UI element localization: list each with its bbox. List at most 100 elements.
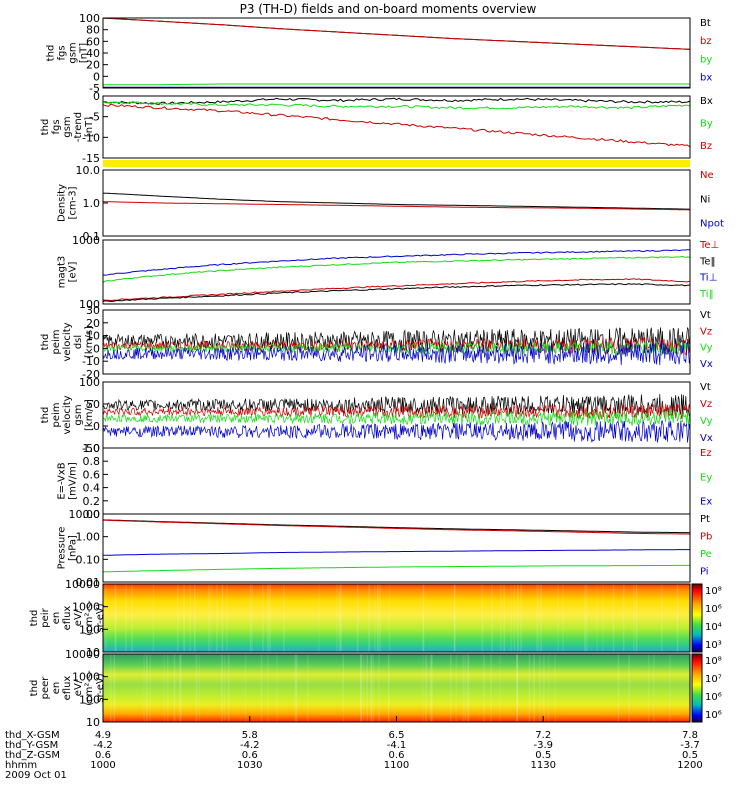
y-axis-label: dsl bbox=[73, 335, 84, 349]
series-Pt bbox=[102, 519, 691, 534]
y-tick-label: 10000 bbox=[65, 648, 100, 661]
spectrogram-texture bbox=[269, 584, 271, 652]
spectrogram-texture bbox=[653, 654, 655, 722]
y-axis-label: eflux bbox=[62, 676, 73, 701]
legend-Ez: Ez bbox=[700, 448, 712, 459]
x-tick-label: -4.2 bbox=[240, 740, 260, 751]
spectrogram-texture bbox=[198, 654, 201, 722]
x-tick-label: 7.2 bbox=[535, 730, 551, 741]
spectrogram-texture bbox=[377, 584, 379, 652]
series-Bz bbox=[102, 103, 691, 148]
spectrogram-texture bbox=[449, 654, 452, 722]
legend-Ex: Ex bbox=[700, 497, 712, 508]
legend-Pi: Pi bbox=[700, 567, 709, 578]
x-tick-label: 0.6 bbox=[95, 750, 111, 761]
spectrogram-texture bbox=[216, 584, 218, 652]
y-axis-label: [nPa] bbox=[68, 535, 79, 561]
x-tick-label: 4.9 bbox=[95, 730, 111, 741]
y-axis-label: [mV/m] bbox=[68, 462, 79, 500]
legend-Vt: Vt bbox=[700, 382, 711, 393]
y-axis-label: fgs bbox=[57, 45, 68, 60]
spectrogram-texture bbox=[131, 584, 133, 652]
legend-Ti‖: Ti‖ bbox=[699, 289, 714, 300]
spectrogram-texture bbox=[533, 654, 535, 722]
y-axis-label: eflux bbox=[62, 606, 73, 631]
y-tick-label: -15 bbox=[82, 152, 100, 165]
y-tick-label: 1.00 bbox=[76, 531, 101, 544]
spectrogram-texture bbox=[167, 654, 169, 722]
spectrogram-texture bbox=[635, 584, 638, 652]
spectrogram-texture bbox=[262, 584, 264, 652]
y-tick-label: -50 bbox=[82, 442, 100, 455]
legend-Bx: Bx bbox=[700, 96, 713, 107]
spectrogram-texture bbox=[177, 584, 179, 652]
y-axis-label: thd bbox=[46, 45, 57, 62]
y-axis-label: thd bbox=[29, 610, 40, 627]
x-row-label: hhmm bbox=[5, 760, 37, 771]
spectrogram-texture bbox=[633, 584, 635, 652]
y-axis-label: gsm bbox=[68, 42, 79, 63]
series-by bbox=[103, 83, 690, 86]
y-axis-label: eV/ bbox=[73, 679, 84, 696]
spectrogram-texture bbox=[227, 654, 230, 722]
y-tick-label: 0.1 bbox=[83, 230, 101, 243]
spectrogram-texture bbox=[226, 584, 228, 652]
y-tick-label: 10.00 bbox=[69, 508, 101, 521]
y-axis-label: gsm bbox=[73, 404, 84, 425]
y-axis-label: E=-VxB bbox=[57, 462, 68, 499]
x-tick-label: 6.5 bbox=[389, 730, 405, 741]
y-axis-label: gsm bbox=[62, 116, 73, 137]
series-By bbox=[102, 101, 691, 110]
series-Pe bbox=[102, 564, 690, 573]
spectrogram-texture bbox=[105, 584, 107, 652]
colorbar-tick-label: 10⁶ bbox=[705, 604, 722, 615]
panel-frame bbox=[102, 239, 691, 305]
series-Ne bbox=[102, 201, 691, 211]
y-tick-label: 100 bbox=[79, 623, 100, 636]
spectrogram-texture bbox=[454, 584, 456, 652]
y-axis-label: (cm²-s- bbox=[84, 600, 95, 636]
spectrogram-texture bbox=[267, 654, 269, 722]
spectrogram-texture bbox=[422, 584, 425, 652]
y-axis-label: Pressure bbox=[57, 527, 68, 570]
spectrogram-texture bbox=[267, 584, 269, 652]
legend-Te‖: Te‖ bbox=[699, 256, 716, 267]
spectrogram-texture bbox=[115, 584, 117, 652]
spectrogram-texture bbox=[342, 654, 345, 722]
spectrogram-texture bbox=[210, 584, 212, 652]
spectrogram-texture bbox=[378, 654, 380, 722]
colorbar-tick-label: 10⁷ bbox=[705, 674, 722, 685]
spectrogram-texture bbox=[500, 584, 502, 652]
spectrogram-texture bbox=[540, 584, 542, 652]
spectrogram-texture bbox=[617, 654, 620, 722]
series-Te‖ bbox=[102, 283, 691, 303]
y-axis-label: thd bbox=[40, 334, 51, 351]
series-Bx bbox=[102, 97, 691, 105]
x-tick-label: 1030 bbox=[237, 760, 262, 771]
spectrogram-image bbox=[103, 584, 690, 652]
legend-Vy: Vy bbox=[700, 343, 713, 354]
spectrogram-texture bbox=[374, 584, 376, 652]
spectrogram-texture bbox=[152, 584, 155, 652]
y-axis-label: (cm²-s- bbox=[84, 670, 95, 706]
y-tick-label: 100 bbox=[79, 12, 100, 25]
legend-Pt: Pt bbox=[700, 514, 710, 525]
y-axis-label: [eV] bbox=[68, 262, 79, 283]
y-tick-label: 0.01 bbox=[76, 576, 101, 589]
x-row-label: thd_Z-GSM bbox=[5, 750, 60, 761]
series-Ti‖ bbox=[102, 255, 691, 283]
spectrogram-texture bbox=[362, 654, 365, 722]
spectrogram-texture bbox=[562, 584, 564, 652]
spectrogram-texture bbox=[516, 654, 518, 722]
spectrogram-texture bbox=[537, 584, 540, 652]
panel-peim-velocity-gsm: 100 50 0 -50 thd peim velocity gsm [km/s] Vt Vz Vy V… bbox=[40, 376, 713, 455]
series-Te⊥ bbox=[102, 278, 691, 302]
spectrogram-texture bbox=[513, 584, 516, 652]
x-tick-label: 1200 bbox=[677, 760, 702, 771]
x-tick-label: -4.1 bbox=[387, 740, 407, 751]
series-bz bbox=[102, 17, 691, 50]
x-tick-label: 0.5 bbox=[682, 750, 698, 761]
spectrogram-texture bbox=[360, 654, 362, 722]
panel-frame bbox=[102, 513, 691, 583]
y-tick-label: 100 bbox=[79, 693, 100, 706]
